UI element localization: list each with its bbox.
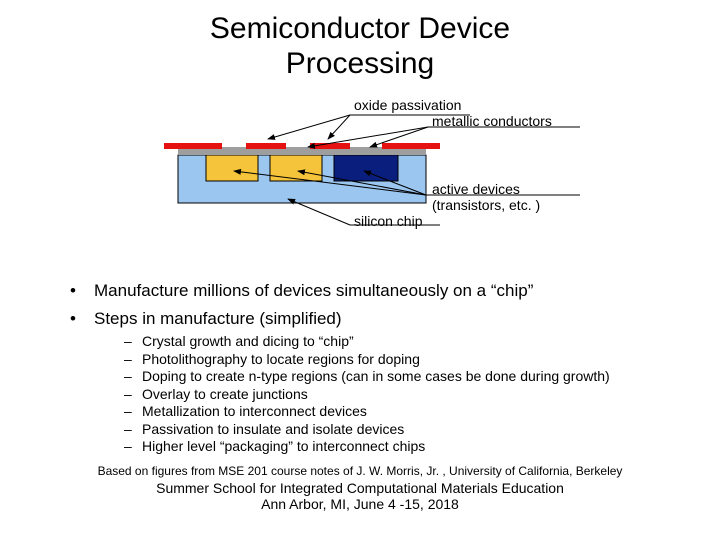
label-metallic: metallic conductors	[432, 113, 552, 129]
sub-bullet-item: Passivation to insulate and isolate devi…	[124, 421, 660, 439]
credit-line-3: Ann Arbor, MI, June 4 -15, 2018	[0, 496, 720, 512]
label-silicon: silicon chip	[354, 213, 422, 229]
label-active: active devices (transistors, etc. )	[432, 181, 540, 213]
bullet-list: Manufacture millions of devices simultan…	[60, 281, 660, 456]
credit-line-2: Summer School for Integrated Computation…	[0, 480, 720, 496]
sub-bullet-item: Crystal growth and dicing to “chip”	[124, 333, 660, 351]
sub-bullet-item: Overlay to create junctions	[124, 386, 660, 404]
sub-bullet-item: Higher level “packaging” to interconnect…	[124, 438, 660, 456]
sub-bullet-item: Doping to create n-type regions (can in …	[124, 368, 660, 386]
sub-bullet-item: Metallization to interconnect devices	[124, 403, 660, 421]
label-oxide: oxide passivation	[354, 97, 461, 113]
label-active-l1: active devices	[432, 181, 520, 197]
page-title: Semiconductor Device Processing	[0, 0, 720, 81]
credit-line-1: Based on figures from MSE 201 course not…	[0, 464, 720, 478]
bullet-item: Steps in manufacture (simplified)Crystal…	[60, 309, 660, 456]
sub-bullet-item: Photolithography to locate regions for d…	[124, 351, 660, 369]
label-active-l2: (transistors, etc. )	[432, 197, 540, 213]
diagram-svg	[0, 91, 720, 271]
cross-section-diagram: oxide passivation metallic conductors ac…	[0, 91, 720, 271]
title-line1: Semiconductor Device	[210, 12, 510, 45]
title-line2: Processing	[286, 47, 434, 80]
bullet-item: Manufacture millions of devices simultan…	[60, 281, 660, 301]
